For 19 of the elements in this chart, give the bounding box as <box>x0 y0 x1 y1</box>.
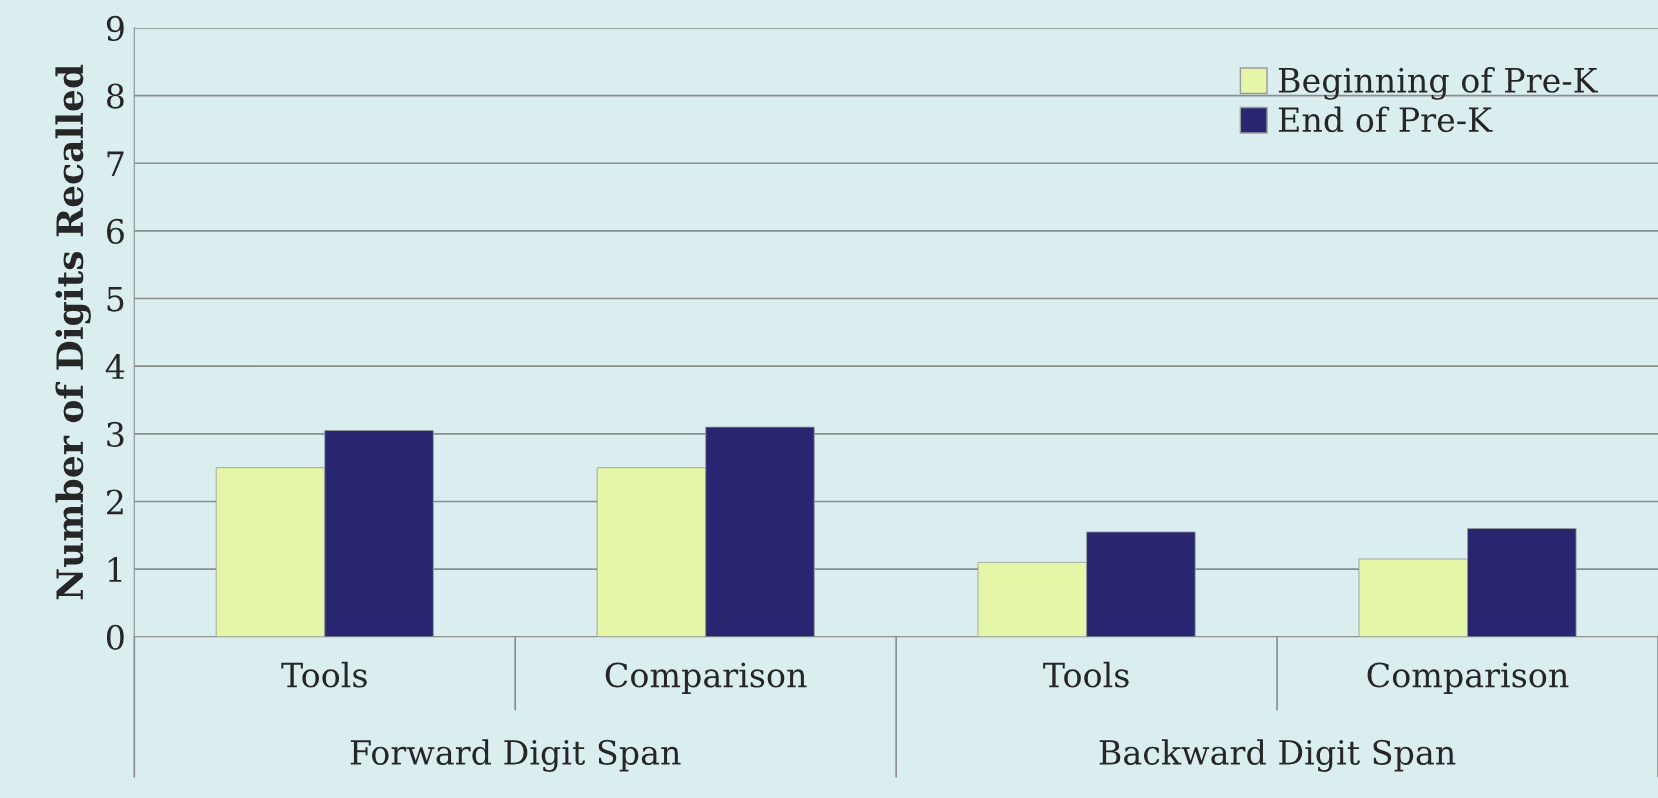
y-tick-label: 5 <box>107 286 124 312</box>
x-tick-label: Tools <box>1043 661 1129 688</box>
y-tick-label: 6 <box>106 218 124 245</box>
y-tick-label: 8 <box>106 83 124 109</box>
text: Backward Digit Span <box>1099 739 1456 772</box>
y-tick-label: 9 <box>106 15 124 42</box>
y-axis-title: Number of Digits Recalled <box>55 64 91 600</box>
text: Forward Digit Span <box>350 739 681 772</box>
y-tick-label: 7 <box>107 151 124 176</box>
y-tick-label: 0 <box>106 624 124 650</box>
legend-label: Beginning of Pre-K <box>1278 67 1599 100</box>
y-tick-label: 4 <box>105 354 125 379</box>
y-tick-label: 2 <box>107 489 123 515</box>
y-tick-label: 3 <box>107 421 124 447</box>
y-tick-label: 1 <box>108 557 122 582</box>
legend-label: End of Pre-K <box>1278 106 1493 133</box>
x-tick-label: Comparison <box>605 662 807 695</box>
x-tick-label: Tools <box>281 661 367 688</box>
x-tick-label: Comparison <box>1367 662 1569 695</box>
